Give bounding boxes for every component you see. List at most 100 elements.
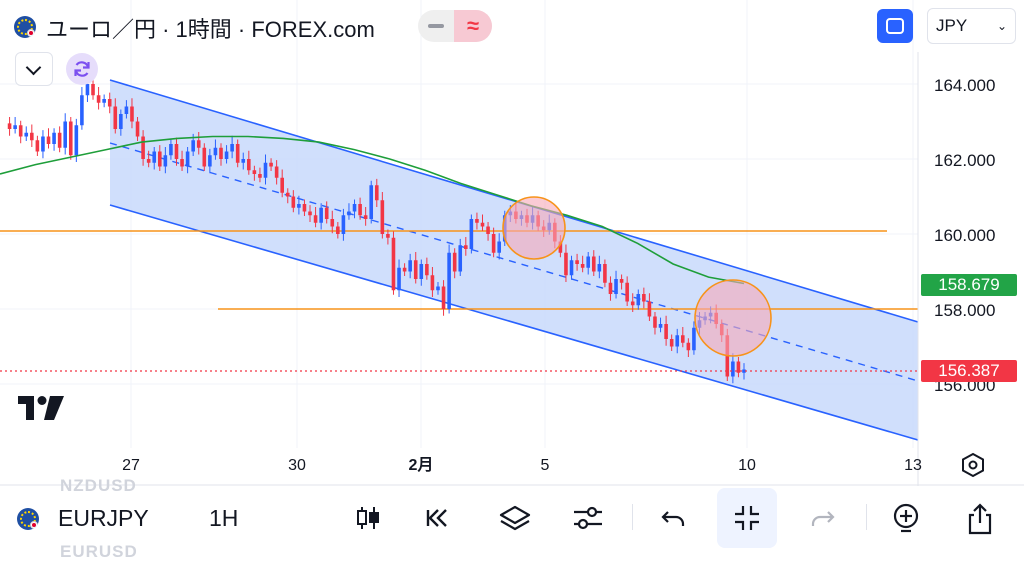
rounded-square-icon: [886, 18, 904, 34]
chevron-down-icon: ⌄: [996, 19, 1007, 33]
candle-body: [91, 84, 95, 96]
candle-body: [636, 294, 641, 306]
candle-body: [436, 286, 440, 291]
currency-select[interactable]: JPY ⌄: [927, 8, 1016, 44]
time-tick-label: 13: [904, 457, 922, 474]
candle-body: [163, 155, 168, 167]
candle-body: [475, 219, 479, 223]
candle-body: [369, 185, 374, 219]
chart-type-button[interactable]: [348, 496, 388, 540]
candle-body: [130, 106, 134, 122]
symbol-selector[interactable]: EURJPY: [58, 505, 149, 531]
candle-body: [169, 144, 173, 156]
candle-body: [497, 241, 501, 253]
candle-body: [191, 140, 195, 152]
candle-body: [119, 114, 123, 129]
undo-icon: [661, 511, 685, 526]
candle-body: [102, 99, 106, 103]
candle-body: [13, 125, 17, 129]
time-tick-label: 2月: [409, 456, 434, 474]
candle-body: [7, 123, 12, 129]
fullscreen-exit-button[interactable]: [717, 488, 777, 548]
chart-mode-toggle[interactable]: ≈: [418, 10, 492, 42]
channel-mid-line: [109, 142, 919, 382]
candle-body: [447, 252, 451, 309]
candle-body: [675, 335, 680, 347]
indicator-settings-icon: [574, 506, 602, 530]
indicator-settings-button[interactable]: [568, 496, 608, 540]
symbol-title[interactable]: ユーロ／円 · 1時間 · FOREX.com: [46, 17, 375, 42]
candle-body: [297, 204, 301, 208]
candle-body: [580, 264, 585, 268]
candle-body: [319, 207, 323, 223]
candle-body: [686, 342, 691, 351]
candle-body: [352, 204, 357, 212]
candle-body: [280, 177, 284, 193]
interval-selector[interactable]: 1H: [209, 505, 239, 531]
layers-button[interactable]: [494, 496, 534, 540]
candle-body: [258, 174, 262, 178]
candle-body: [391, 237, 396, 291]
idea-bulb-icon: [893, 503, 919, 533]
undo-button[interactable]: [654, 496, 694, 540]
candle-body: [41, 136, 45, 152]
fullscreen-button[interactable]: [877, 9, 913, 43]
candle-body: [486, 226, 490, 234]
candle-body: [358, 204, 362, 216]
candle-body: [113, 106, 118, 129]
candle-body: [597, 264, 602, 272]
share-button[interactable]: [960, 496, 1000, 540]
candle-body: [30, 132, 34, 141]
candle-body: [647, 301, 652, 317]
candle-body: [736, 361, 741, 373]
moving-average-line: [0, 135, 745, 285]
channel-lower-line: [109, 204, 919, 441]
time-axis: 27 30 2月 5 10 13: [122, 456, 922, 474]
candle-body: [68, 121, 73, 156]
candle-body: [658, 324, 663, 328]
candle-body: [491, 234, 496, 253]
price-channel: [110, 80, 918, 440]
toolbar-separator: [632, 504, 633, 530]
axis-settings-icon[interactable]: [960, 452, 986, 478]
candle-body: [157, 151, 162, 167]
candle-body: [96, 95, 101, 103]
candle-body: [586, 256, 591, 268]
replay-button[interactable]: [418, 496, 458, 540]
candle-body: [347, 211, 351, 216]
candle-body: [569, 260, 574, 276]
time-tick-label: 30: [288, 457, 306, 474]
candle-body: [480, 222, 485, 227]
candle-body: [219, 147, 223, 159]
share-icon: [968, 503, 992, 535]
redo-button[interactable]: [802, 496, 842, 540]
candle-body: [591, 256, 596, 272]
time-tick-label: 27: [122, 457, 140, 474]
candle-body: [252, 170, 257, 174]
ma-price-label: 158.679: [921, 274, 1017, 296]
refresh-button[interactable]: [66, 53, 98, 85]
wave-icon[interactable]: ≈: [454, 10, 492, 42]
time-tick-label: 5: [541, 457, 550, 474]
chart-header: ユーロ／円 · 1時間 · FOREX.com ≈ JPY ⌄: [0, 0, 1024, 52]
candle-body: [274, 166, 279, 178]
minus-icon[interactable]: [418, 10, 454, 42]
candle-body: [441, 286, 446, 309]
candle-body: [608, 282, 613, 294]
candle-body: [614, 279, 618, 294]
candle-body: [24, 132, 29, 137]
price-tick-label: 160.000: [934, 226, 995, 245]
candle-body: [46, 136, 51, 144]
candle-body: [380, 200, 385, 234]
replay-icon: [426, 509, 447, 527]
candle-body: [80, 95, 84, 126]
collapse-legend-button[interactable]: [15, 52, 53, 86]
candle-body: [330, 219, 335, 227]
candles-icon: [357, 507, 379, 529]
candle-body: [742, 369, 746, 373]
candle-body: [208, 155, 212, 167]
publish-idea-button[interactable]: [886, 496, 926, 540]
candle-body: [85, 84, 90, 96]
redo-icon: [811, 511, 835, 526]
